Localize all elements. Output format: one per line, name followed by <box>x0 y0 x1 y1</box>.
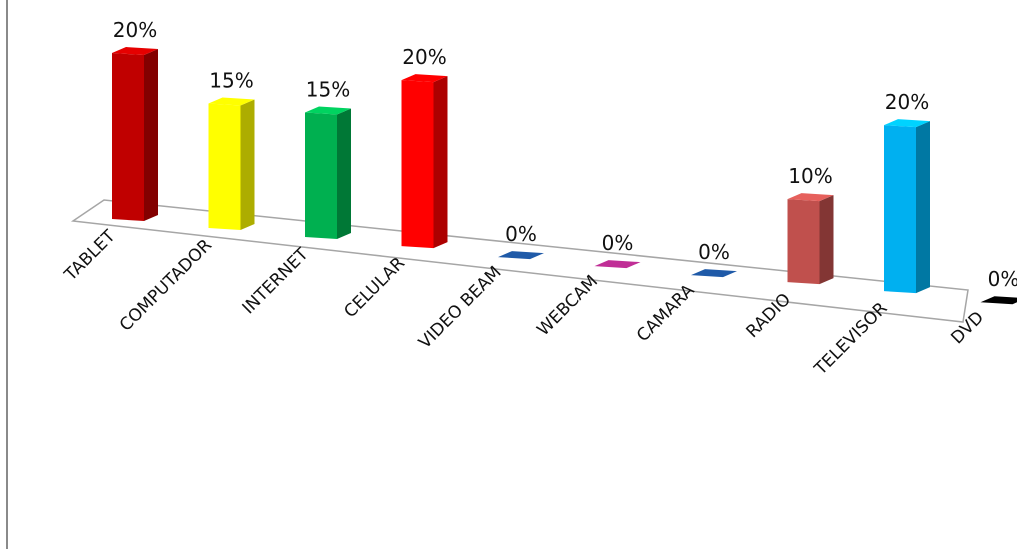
data-label-webcam: 0% <box>602 231 634 255</box>
bar-flat-dvd <box>980 296 1017 305</box>
data-label-televisor: 20% <box>885 90 929 114</box>
data-label-internet: 15% <box>306 78 350 102</box>
bar-top-internet <box>305 106 351 115</box>
tick-label-celular: CELULAR <box>340 253 409 322</box>
bar-top-televisor <box>884 119 930 128</box>
tick-label-internet: INTERNET <box>239 244 313 318</box>
bar-front-computador <box>208 103 241 231</box>
bar-front-televisor <box>884 125 916 294</box>
bar-front-internet <box>305 112 337 240</box>
bar-top-radio <box>787 193 834 202</box>
tick-label-webcam: WEBCAM <box>533 272 602 341</box>
bar-tablet <box>112 47 158 221</box>
bar-front-radio <box>787 199 820 285</box>
tick-label-computador: COMPUTADOR <box>116 235 216 335</box>
bar-side-tablet <box>144 49 158 221</box>
bar-side-celular <box>433 76 448 249</box>
tick-label-video-beam: VIDEO BEAM <box>415 262 505 352</box>
bar-dvd <box>980 296 1017 305</box>
bar-side-internet <box>337 108 351 240</box>
bar-top-tablet <box>112 47 158 55</box>
bar-side-radio <box>819 195 834 285</box>
bar-front-celular <box>401 80 434 249</box>
bar-flat-webcam <box>594 260 641 269</box>
bars-layer <box>112 47 1017 305</box>
data-label-camara: 0% <box>698 240 730 264</box>
data-label-computador: 15% <box>209 69 253 93</box>
bar-side-televisor <box>916 121 930 294</box>
data-labels-layer: 20% 15% 15% 20% 0% 0% 0% 10% 20% 0% <box>113 18 1017 291</box>
floor-plane <box>70 199 969 323</box>
bar-side-computador <box>240 99 255 231</box>
tick-label-tablet: TABLET <box>60 226 120 286</box>
bar-top-celular <box>401 74 448 83</box>
bar-front-tablet <box>112 53 144 221</box>
bar-video-beam <box>498 251 544 260</box>
bar-flat-camara <box>691 269 737 278</box>
bar-televisor <box>884 119 930 294</box>
tick-label-televisor: TELEVISOR <box>810 298 891 379</box>
data-label-celular: 20% <box>402 45 446 69</box>
tick-label-dvd: DVD <box>947 308 988 349</box>
bar-top-computador <box>208 97 255 106</box>
bar-camara <box>691 269 737 278</box>
bar-radio <box>787 193 834 285</box>
bar-computador <box>208 97 255 231</box>
data-label-video-beam: 0% <box>505 222 537 246</box>
bar-celular <box>401 74 448 249</box>
tick-label-camara: CAMARA <box>633 280 699 346</box>
bar-internet <box>305 106 351 240</box>
bar-flat-video-beam <box>498 251 544 260</box>
data-label-radio: 10% <box>788 164 832 188</box>
data-label-dvd: 0% <box>988 267 1017 291</box>
data-label-tablet: 20% <box>113 18 157 42</box>
bar-webcam <box>594 260 641 269</box>
